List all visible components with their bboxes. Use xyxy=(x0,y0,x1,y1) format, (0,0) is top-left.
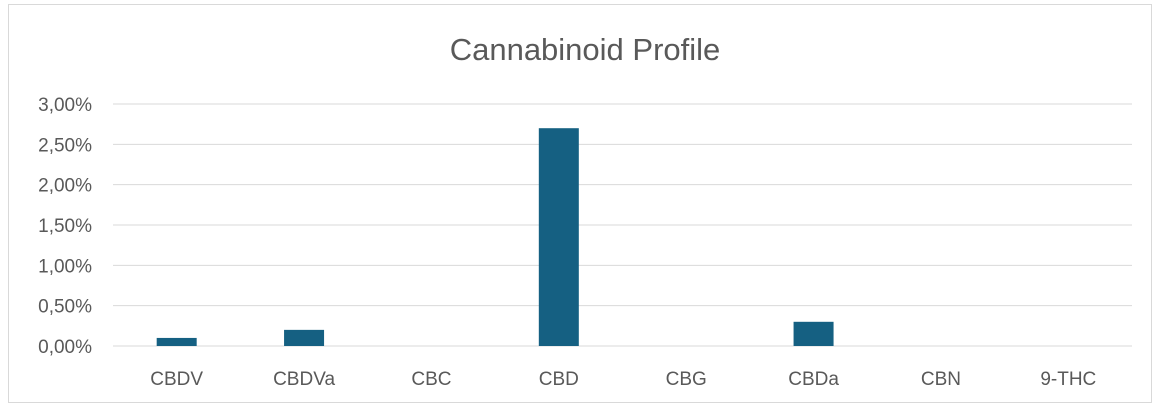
x-tick-label: CBN xyxy=(921,369,961,390)
x-tick-label: CBDa xyxy=(788,369,839,390)
x-tick-label: CBG xyxy=(666,369,707,390)
y-tick-label: 2,00% xyxy=(38,176,92,197)
chart-title: Cannabinoid Profile xyxy=(450,32,721,67)
y-tick-label: 0,50% xyxy=(38,297,92,318)
bar-cbda xyxy=(793,321,834,346)
bars xyxy=(156,128,834,346)
bar-cbdv xyxy=(156,337,197,346)
chart-frame xyxy=(8,4,1152,403)
x-tick-label: CBD xyxy=(539,369,579,390)
y-tick-label: 3,00% xyxy=(38,95,92,116)
y-axis-tick-labels: 0,00% 0,50% 1,00% 1,50% 2,00% 2,50% 3,00% xyxy=(38,95,92,358)
y-tick-label: 0,00% xyxy=(38,337,92,358)
x-tick-label: 9-THC xyxy=(1040,369,1096,390)
x-axis-tick-labels: CBDV CBDVa CBC CBD CBG CBDa CBN 9-THC xyxy=(150,369,1096,390)
y-tick-label: 1,50% xyxy=(38,216,92,237)
y-tick-label: 1,00% xyxy=(38,256,92,277)
y-tick-label: 2,50% xyxy=(38,135,92,156)
x-tick-label: CBC xyxy=(411,369,451,390)
gridlines xyxy=(113,103,1132,307)
bar-cbdva xyxy=(284,329,325,346)
x-tick-label: CBDVa xyxy=(273,369,335,390)
bar-cbd xyxy=(538,128,579,346)
x-tick-label: CBDV xyxy=(150,369,203,390)
